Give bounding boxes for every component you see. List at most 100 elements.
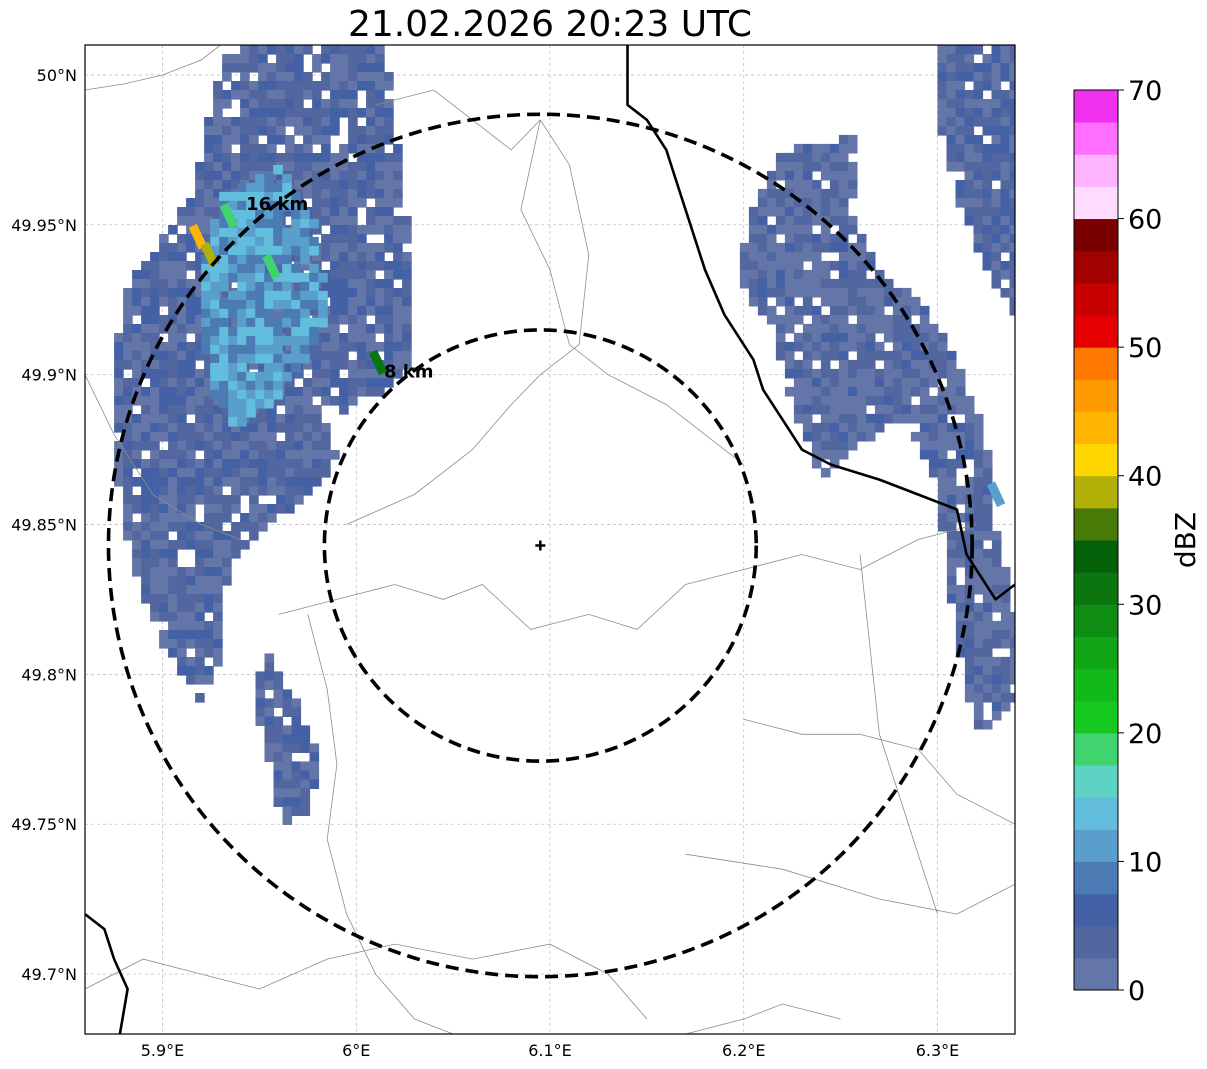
echo-pixel — [784, 179, 795, 190]
echo-pixel — [946, 557, 957, 568]
echo-pixel — [802, 170, 813, 181]
echo-pixel — [955, 485, 966, 496]
echo-pixel — [273, 236, 283, 247]
echo-pixel — [204, 360, 214, 370]
echo-pixel — [955, 539, 966, 550]
echo-pixel — [204, 423, 214, 433]
echo-pixel — [402, 270, 412, 280]
echo-pixel — [883, 287, 894, 298]
echo-pixel — [150, 585, 160, 595]
echo-pixel — [204, 666, 214, 676]
echo-pixel — [291, 209, 301, 220]
echo-pixel — [123, 486, 133, 496]
echo-pixel — [375, 243, 385, 253]
echo-pixel — [255, 689, 266, 699]
echo-pixel — [811, 251, 822, 262]
echo-pixel — [973, 243, 984, 253]
echo-pixel — [375, 126, 385, 136]
echo-pixel — [321, 54, 331, 64]
echo-pixel — [159, 378, 169, 388]
echo-pixel — [312, 90, 322, 100]
lat-tick-label: 49.95°N — [11, 216, 77, 235]
echo-pixel — [231, 549, 241, 559]
echo-pixel — [793, 233, 804, 244]
echo-pixel — [294, 396, 304, 406]
colorbar-swatch — [1074, 379, 1118, 412]
echo-pixel — [393, 342, 403, 352]
echo-pixel — [793, 413, 804, 424]
colorbar-tick-label: 20 — [1128, 719, 1162, 750]
echo-pixel — [312, 450, 322, 460]
echo-pixel — [294, 441, 304, 451]
echo-pixel — [946, 368, 957, 379]
echo-pixel — [285, 108, 295, 118]
echo-pixel — [255, 281, 265, 292]
echo-pixel — [186, 396, 196, 406]
echo-pixel — [784, 215, 795, 226]
echo-pixel — [1000, 566, 1011, 577]
echo-pixel — [132, 522, 142, 532]
echo-pixel — [123, 315, 133, 325]
echo-pixel — [820, 197, 831, 208]
echo-pixel — [195, 261, 205, 271]
echo-pixel — [228, 308, 238, 319]
echo-pixel — [213, 495, 223, 505]
echo-pixel — [276, 477, 286, 487]
echo-pixel — [312, 108, 322, 118]
echo-pixel — [168, 342, 178, 352]
echo-pixel — [195, 306, 205, 316]
echo-pixel — [892, 395, 903, 406]
echo-pixel — [222, 468, 232, 478]
echo-pixel — [937, 63, 948, 73]
echo-pixel — [246, 371, 256, 382]
echo-pixel — [928, 377, 939, 388]
echo-hot-spot — [188, 223, 207, 250]
echo-pixel — [330, 360, 340, 370]
echo-pixel — [264, 380, 274, 391]
echo-pixel — [375, 63, 385, 73]
echo-pixel — [219, 380, 229, 391]
echo-pixel — [330, 369, 340, 379]
echo-pixel — [330, 117, 340, 127]
echo-pixel — [1000, 99, 1011, 109]
echo-pixel — [991, 144, 1002, 154]
echo-pixel — [264, 398, 274, 409]
echo-pixel — [847, 224, 858, 235]
echo-pixel — [312, 189, 322, 199]
echo-pixel — [820, 467, 831, 478]
echo-pixel — [294, 405, 304, 415]
echo-pixel — [973, 584, 984, 595]
echo-pixel — [282, 254, 292, 265]
echo-pixel — [393, 360, 403, 370]
echo-pixel — [883, 395, 894, 406]
echo-pixel — [802, 332, 813, 343]
echo-pixel — [937, 54, 948, 64]
echo-pixel — [928, 440, 939, 451]
echo-pixel — [321, 171, 331, 181]
echo-pixel — [276, 486, 286, 496]
echo-pixel — [267, 90, 277, 100]
echo-pixel — [901, 359, 912, 370]
echo-pixel — [991, 108, 1002, 118]
echo-pixel — [955, 512, 966, 523]
echo-pixel — [838, 332, 849, 343]
echo-pixel — [357, 369, 367, 379]
echo-pixel — [865, 359, 876, 370]
echo-pixel — [300, 725, 311, 735]
admin-boundary-line — [859, 554, 938, 915]
echo-pixel — [309, 743, 320, 753]
echo-pixel — [802, 431, 813, 442]
echo-pixel — [177, 504, 187, 514]
echo-pixel — [820, 323, 831, 334]
echo-pixel — [928, 341, 939, 352]
echo-pixel — [321, 234, 331, 244]
echo-pixel — [375, 207, 385, 217]
echo-pixel — [255, 317, 265, 328]
echo-pixel — [330, 306, 340, 316]
echo-pixel — [258, 477, 268, 487]
echo-pixel — [964, 198, 975, 208]
echo-pixel — [366, 45, 376, 55]
range-ring-label: 16 km — [246, 194, 308, 215]
echo-pixel — [240, 117, 250, 127]
echo-pixel — [928, 332, 939, 343]
